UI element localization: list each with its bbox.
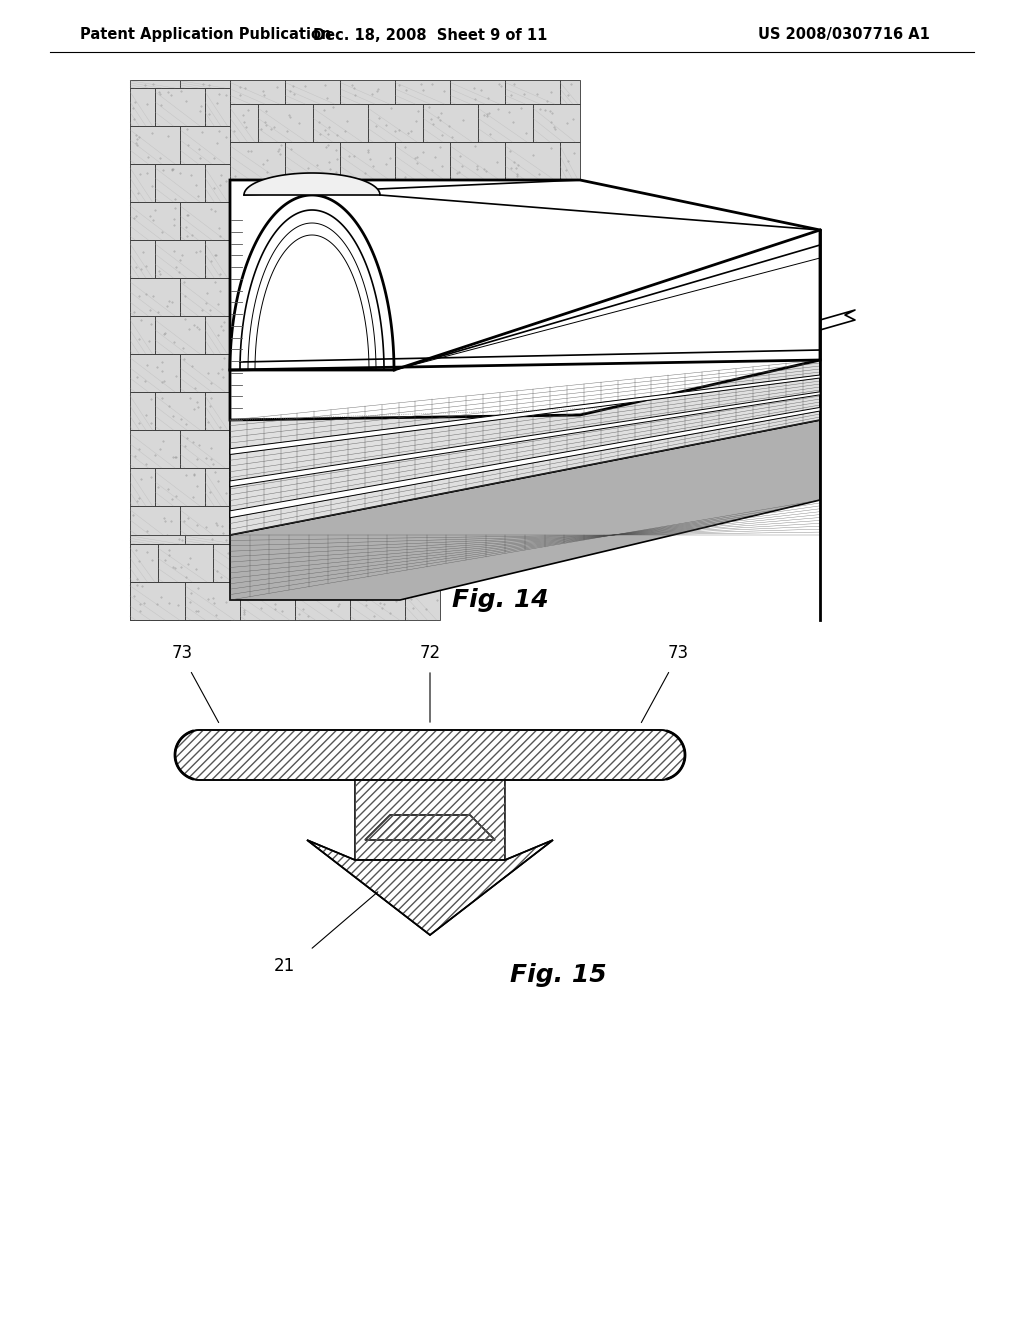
Polygon shape xyxy=(158,544,213,582)
Polygon shape xyxy=(230,375,820,454)
Polygon shape xyxy=(323,544,378,582)
Polygon shape xyxy=(560,143,580,180)
Polygon shape xyxy=(213,544,267,582)
Text: 73: 73 xyxy=(668,644,688,663)
Polygon shape xyxy=(130,506,180,544)
Polygon shape xyxy=(350,582,406,620)
Polygon shape xyxy=(240,582,295,620)
Polygon shape xyxy=(130,354,180,392)
Polygon shape xyxy=(505,143,560,180)
Polygon shape xyxy=(130,544,158,582)
Polygon shape xyxy=(205,164,230,202)
Polygon shape xyxy=(185,535,240,544)
Polygon shape xyxy=(205,315,230,354)
Polygon shape xyxy=(395,81,450,104)
Text: Fig. 15: Fig. 15 xyxy=(510,964,606,987)
Polygon shape xyxy=(205,469,230,506)
Polygon shape xyxy=(355,780,505,861)
Polygon shape xyxy=(230,392,820,487)
Polygon shape xyxy=(155,544,205,582)
Polygon shape xyxy=(130,582,180,620)
Polygon shape xyxy=(477,104,532,143)
Text: Patent Application Publication: Patent Application Publication xyxy=(80,28,332,42)
Polygon shape xyxy=(230,180,250,535)
Polygon shape xyxy=(180,582,230,620)
Polygon shape xyxy=(450,143,505,180)
Polygon shape xyxy=(406,535,440,544)
Polygon shape xyxy=(130,81,180,88)
Polygon shape xyxy=(180,125,230,164)
Polygon shape xyxy=(155,240,205,279)
Polygon shape xyxy=(295,535,350,544)
Polygon shape xyxy=(244,173,380,195)
Polygon shape xyxy=(368,104,423,143)
Polygon shape xyxy=(130,430,180,469)
Polygon shape xyxy=(205,88,230,125)
Text: 73: 73 xyxy=(171,644,193,663)
Polygon shape xyxy=(365,814,495,840)
Polygon shape xyxy=(230,408,820,517)
Polygon shape xyxy=(560,81,580,104)
Polygon shape xyxy=(130,469,155,506)
Polygon shape xyxy=(155,164,205,202)
Polygon shape xyxy=(130,88,155,125)
Polygon shape xyxy=(130,315,155,354)
Polygon shape xyxy=(267,544,323,582)
Polygon shape xyxy=(395,143,450,180)
Polygon shape xyxy=(230,420,820,601)
Polygon shape xyxy=(130,164,155,202)
Polygon shape xyxy=(285,143,340,180)
Polygon shape xyxy=(240,535,295,544)
Polygon shape xyxy=(312,104,368,143)
Polygon shape xyxy=(130,535,185,544)
Polygon shape xyxy=(175,730,685,780)
Polygon shape xyxy=(180,81,230,88)
Text: Fig. 14: Fig. 14 xyxy=(452,587,548,612)
Polygon shape xyxy=(257,104,312,143)
Text: 72: 72 xyxy=(420,644,440,663)
Polygon shape xyxy=(230,81,285,104)
Polygon shape xyxy=(230,180,820,420)
Polygon shape xyxy=(180,506,230,544)
Polygon shape xyxy=(180,354,230,392)
Polygon shape xyxy=(532,104,580,143)
Polygon shape xyxy=(130,392,155,430)
Polygon shape xyxy=(130,202,180,240)
Text: Dec. 18, 2008  Sheet 9 of 11: Dec. 18, 2008 Sheet 9 of 11 xyxy=(312,28,547,42)
Polygon shape xyxy=(185,582,240,620)
Polygon shape xyxy=(130,240,155,279)
Polygon shape xyxy=(378,544,432,582)
Polygon shape xyxy=(180,279,230,315)
Polygon shape xyxy=(130,279,180,315)
Text: US 2008/0307716 A1: US 2008/0307716 A1 xyxy=(758,28,930,42)
Polygon shape xyxy=(155,392,205,430)
Polygon shape xyxy=(295,582,350,620)
Polygon shape xyxy=(350,535,406,544)
Polygon shape xyxy=(432,544,440,582)
Polygon shape xyxy=(423,104,477,143)
Polygon shape xyxy=(130,582,185,620)
Polygon shape xyxy=(505,81,560,104)
Polygon shape xyxy=(180,202,230,240)
Polygon shape xyxy=(205,240,230,279)
Polygon shape xyxy=(285,81,340,104)
Polygon shape xyxy=(230,143,285,180)
Polygon shape xyxy=(155,315,205,354)
Polygon shape xyxy=(307,840,553,935)
Polygon shape xyxy=(180,430,230,469)
Text: 21: 21 xyxy=(273,957,295,975)
Polygon shape xyxy=(155,469,205,506)
Polygon shape xyxy=(340,143,395,180)
Polygon shape xyxy=(230,195,394,370)
Polygon shape xyxy=(340,81,395,104)
Polygon shape xyxy=(205,544,230,582)
Polygon shape xyxy=(130,125,180,164)
Polygon shape xyxy=(406,582,440,620)
Polygon shape xyxy=(130,544,155,582)
Polygon shape xyxy=(205,392,230,430)
Polygon shape xyxy=(230,104,257,143)
Polygon shape xyxy=(450,81,505,104)
Polygon shape xyxy=(230,360,820,535)
Polygon shape xyxy=(155,88,205,125)
